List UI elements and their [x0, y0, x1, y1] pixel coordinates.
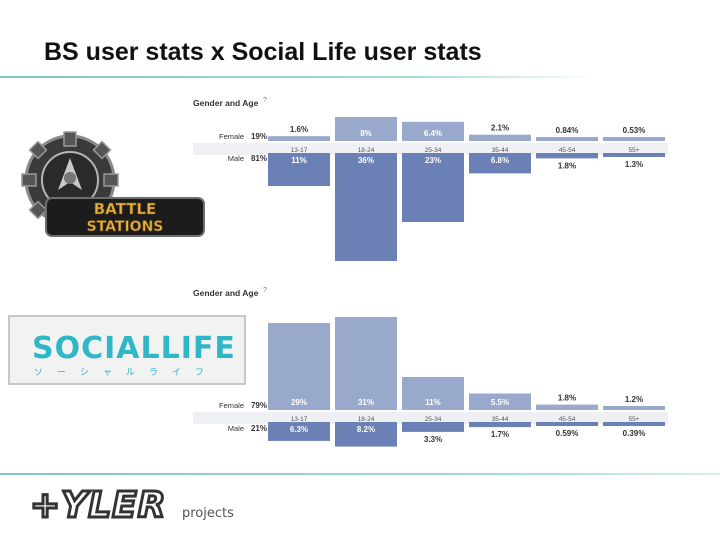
category-label: 18-24 — [358, 147, 375, 154]
series-label-female: Female — [219, 132, 244, 141]
bar-female — [335, 317, 397, 410]
data-label-female: 0.53% — [623, 126, 646, 135]
category-label: 25-34 — [425, 416, 442, 423]
series-total-female: 19% — [251, 132, 267, 141]
category-label: 18-24 — [358, 416, 375, 423]
bar-male — [268, 422, 330, 441]
category-label: 13-17 — [291, 416, 308, 423]
bar-male — [268, 153, 330, 186]
social-life-logo: SOCIALLIFE ソーシャルライフ — [8, 315, 246, 385]
bar-female — [536, 137, 598, 141]
data-label-female: 31% — [358, 398, 374, 407]
bar-female — [402, 121, 464, 141]
tyler-projects-caption: projects — [182, 506, 234, 521]
bar-male — [469, 153, 531, 174]
bar-male — [603, 153, 665, 157]
category-label: 55+ — [628, 147, 639, 154]
category-label: 35-44 — [492, 416, 509, 423]
tyler-projects-logo: +YLER — [29, 484, 167, 526]
battle-stations-logo: BATTLE STATIONS — [21, 131, 205, 237]
social-life-katakana: ソーシャルライフ — [34, 368, 218, 378]
data-label-female: 8% — [360, 129, 372, 138]
category-label: 45-54 — [559, 147, 576, 154]
bar-male — [335, 422, 397, 447]
series-total-male: 81% — [251, 154, 267, 163]
social-life-wordmark: SOCIALLIFE — [32, 331, 236, 366]
series-total-female: 79% — [251, 401, 267, 410]
data-label-male: 0.39% — [623, 429, 646, 438]
data-label-male: 6.8% — [491, 156, 509, 165]
category-label: 55+ — [628, 416, 639, 423]
data-label-male: 1.3% — [625, 160, 643, 169]
bar-male — [603, 422, 665, 426]
category-label: 35-44 — [492, 147, 509, 154]
category-band — [193, 412, 668, 424]
bar-female — [402, 377, 464, 410]
series-label-female: Female — [219, 401, 244, 410]
bar-female — [268, 136, 330, 141]
bar-female — [603, 137, 665, 141]
category-label: 25-34 — [425, 147, 442, 154]
bar-male — [335, 153, 397, 261]
bar-female — [536, 404, 598, 410]
data-label-male: 1.7% — [491, 430, 509, 439]
data-label-male: 6.3% — [290, 425, 308, 434]
chart-title-help-mark: ? — [263, 97, 267, 104]
data-label-male: 3.3% — [424, 435, 442, 444]
series-label-male: Male — [228, 154, 244, 163]
chart-title-help-mark: ? — [263, 287, 267, 294]
data-label-female: 29% — [291, 398, 307, 407]
bar-female — [603, 406, 665, 410]
data-label-male: 23% — [425, 156, 441, 165]
data-label-male: 1.8% — [558, 161, 576, 170]
bar-female — [268, 323, 330, 410]
bar-female — [469, 393, 531, 410]
chart-title: Gender and Age — [193, 98, 259, 108]
data-label-male: 11% — [291, 156, 307, 165]
bar-male — [536, 422, 598, 426]
data-label-female: 0.84% — [556, 126, 579, 135]
slide-title: BS user stats x Social Life user stats — [44, 38, 482, 66]
title-rule — [0, 76, 600, 78]
battle-stations-wordmark: BATTLE STATIONS — [45, 197, 205, 237]
bar-male — [402, 422, 464, 432]
bar-female — [469, 134, 531, 141]
bar-male — [402, 153, 464, 222]
bottom-rule — [0, 473, 720, 475]
svg-text:BATTLE: BATTLE — [94, 200, 157, 218]
data-label-female: 6.4% — [424, 129, 442, 138]
data-label-female: 5.5% — [491, 398, 509, 407]
data-label-female: 1.8% — [558, 394, 576, 403]
data-label-female: 1.2% — [625, 395, 643, 404]
category-label: 45-54 — [559, 416, 576, 423]
bar-male — [469, 422, 531, 428]
series-total-male: 21% — [251, 424, 267, 433]
data-label-female: 11% — [425, 398, 441, 407]
chart-title: Gender and Age — [193, 288, 259, 298]
data-label-male: 8.2% — [357, 425, 375, 434]
svg-text:STATIONS: STATIONS — [87, 219, 164, 235]
svg-text:+YLER: +YLER — [30, 485, 166, 525]
data-label-male: 36% — [358, 156, 374, 165]
category-band — [193, 143, 668, 155]
data-label-male: 0.59% — [556, 429, 579, 438]
series-label-male: Male — [228, 424, 244, 433]
data-label-female: 2.1% — [491, 124, 509, 133]
bar-female — [335, 117, 397, 141]
category-label: 13-17 — [291, 147, 308, 154]
bar-male — [536, 153, 598, 159]
data-label-female: 1.6% — [290, 125, 308, 134]
